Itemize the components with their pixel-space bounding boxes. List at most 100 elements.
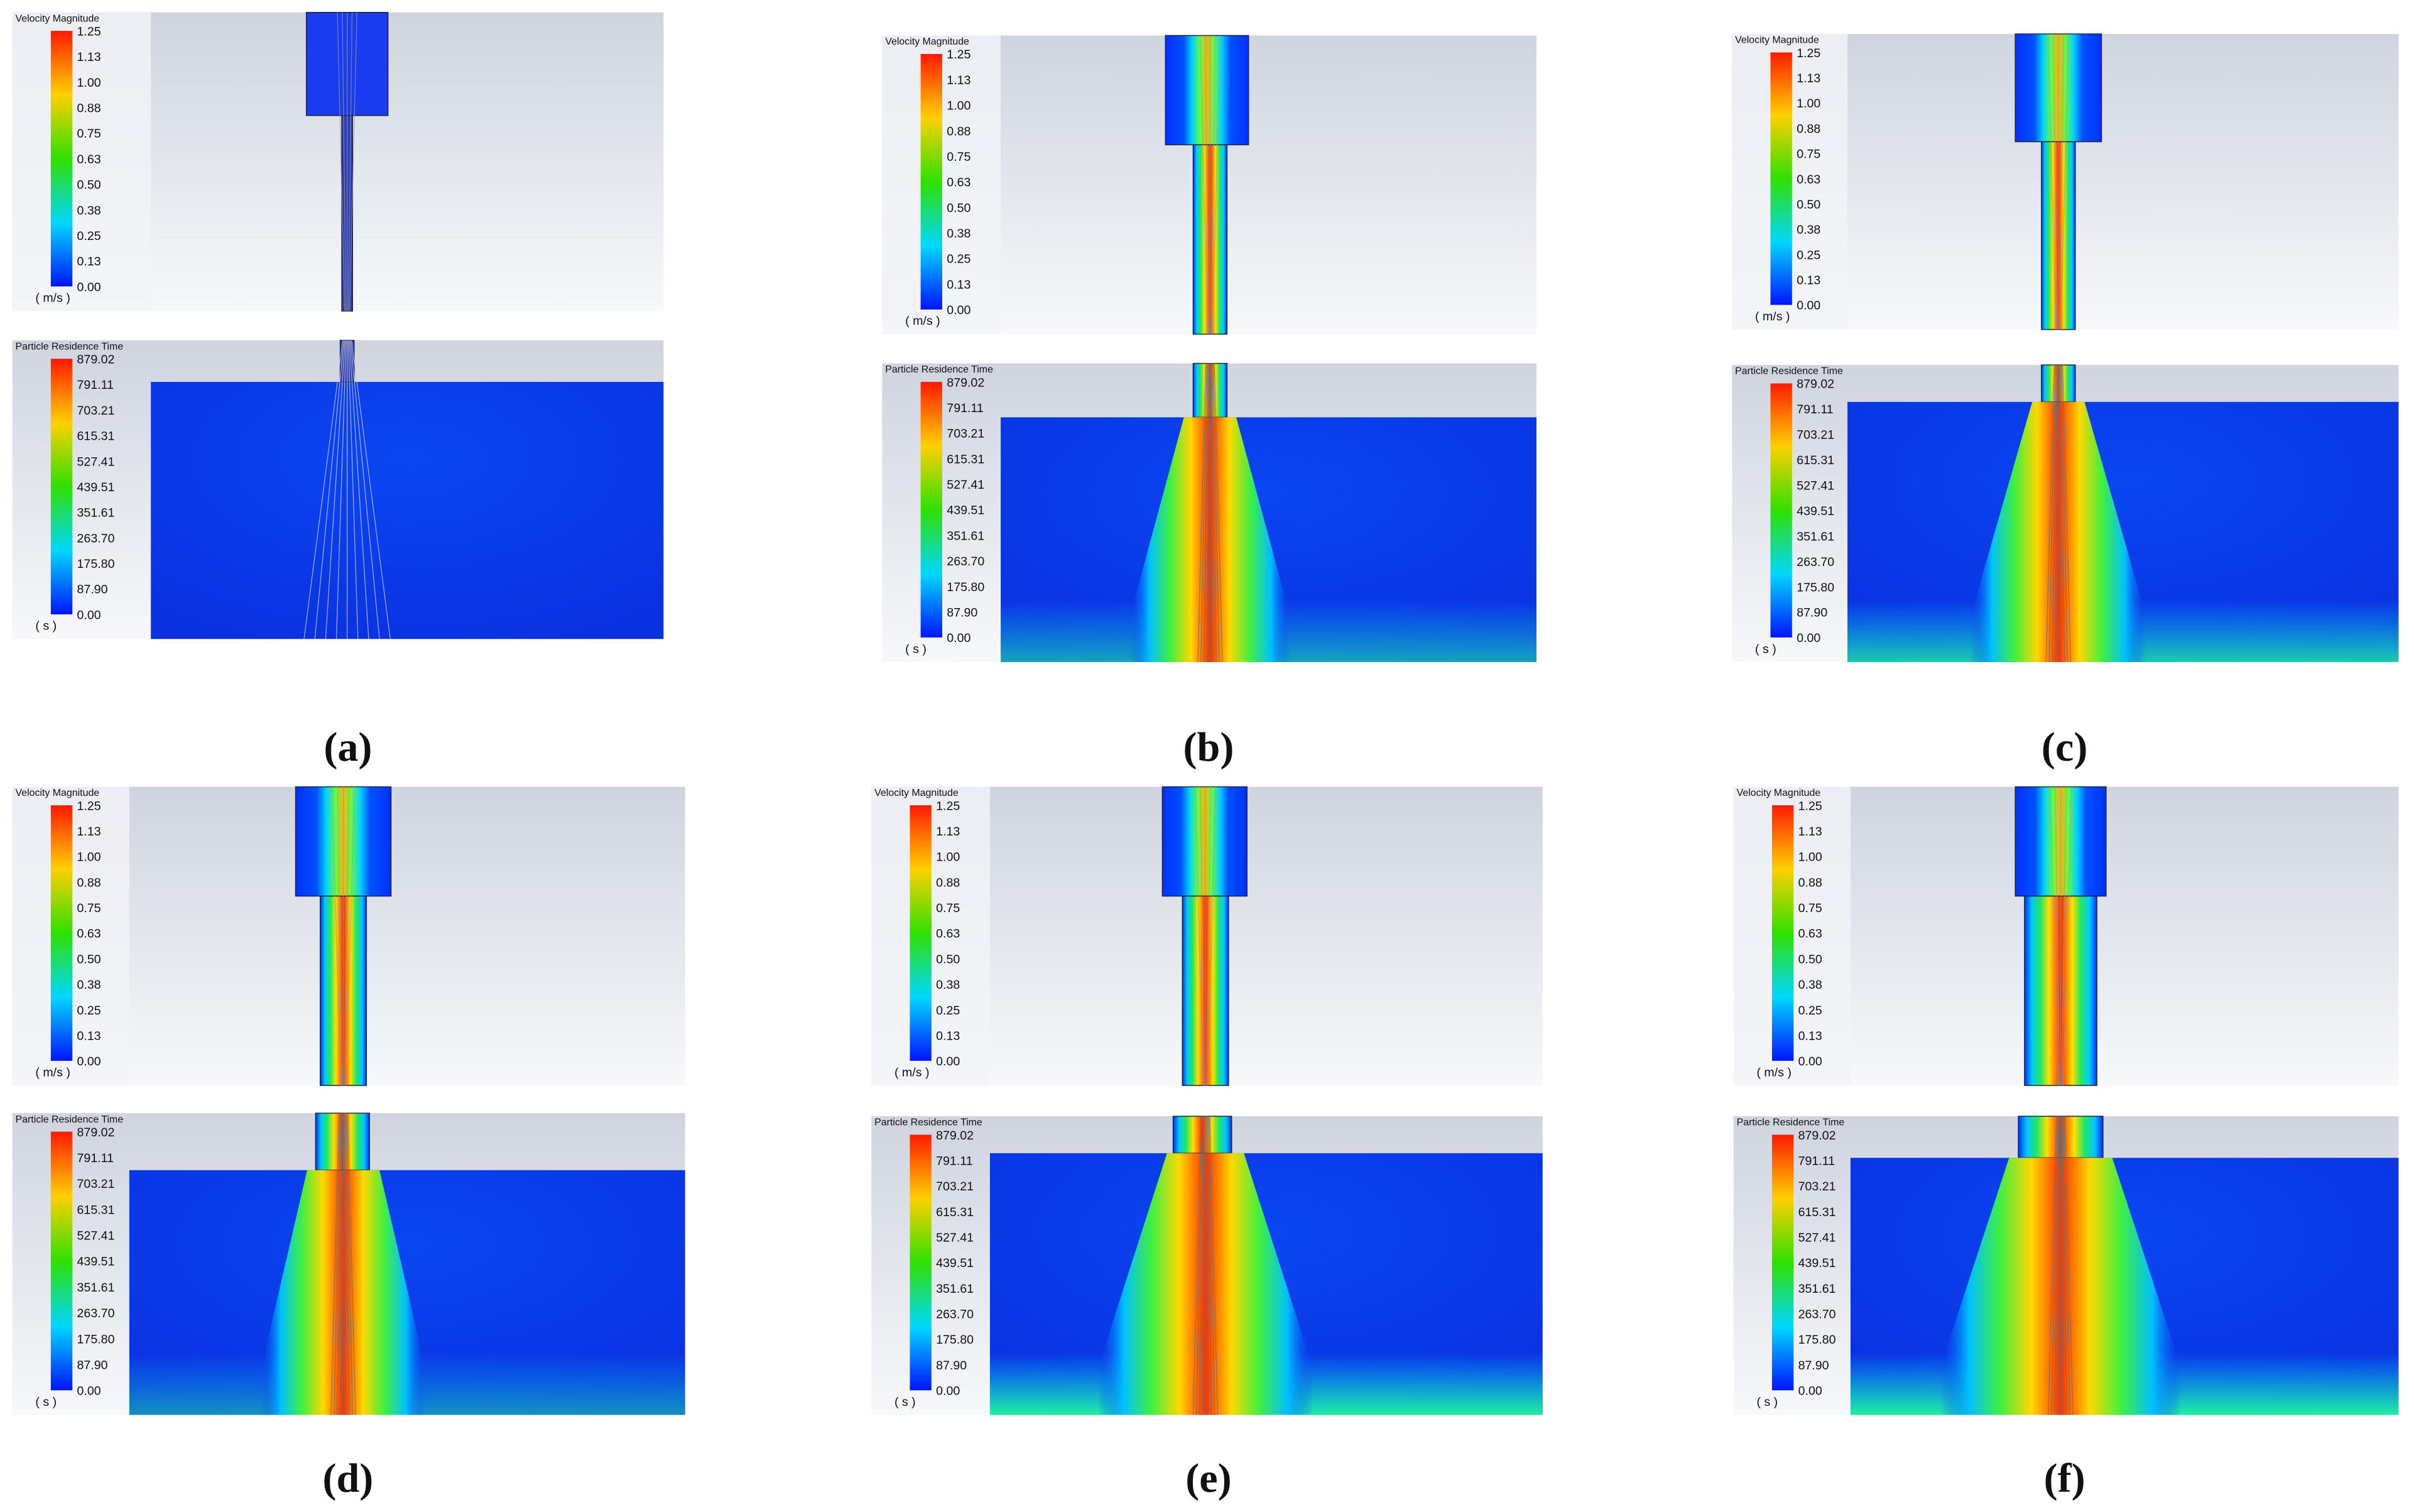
streamline: [1199, 35, 1209, 334]
legend-tick-label: 175.80: [936, 1333, 974, 1347]
legend-tick-label: 879.02: [77, 353, 115, 367]
legend-tick-label: 703.21: [77, 1177, 115, 1191]
legend-tick-label: 1.00: [936, 851, 960, 864]
legend-unit: ( s ): [35, 1395, 57, 1409]
legend-title: Velocity Magnitude: [16, 788, 100, 798]
legend-tick-label: 87.90: [947, 606, 977, 619]
color-bar: [1770, 383, 1792, 638]
legend-tick-label: 439.51: [77, 481, 115, 494]
legend-tick-label: 703.21: [947, 427, 984, 441]
color-bar: [50, 1131, 73, 1391]
streamline: [1210, 35, 1215, 334]
legend-tick-label: 0.88: [947, 124, 970, 138]
legend-tick-label: 0.00: [77, 608, 101, 622]
legend-tick-label: 0.50: [947, 201, 970, 215]
streamline: [1210, 363, 1214, 662]
streamline: [1208, 1116, 1215, 1415]
color-bar: [920, 381, 942, 638]
panel-label: (d): [322, 1455, 373, 1501]
streamline: [2059, 34, 2064, 330]
legend-tick-label: 0.13: [947, 278, 970, 291]
streamline: [2058, 364, 2062, 662]
streamline: [337, 12, 345, 312]
streamline: [2060, 364, 2065, 663]
legend-tick-label: 351.61: [1798, 1282, 1836, 1296]
streamline: [2049, 786, 2059, 1086]
streamline: [1200, 786, 1205, 1085]
legend-tick-label: 0.00: [1797, 299, 1820, 313]
streamline: [2051, 1116, 2058, 1415]
legend-tick-label: 0.25: [1798, 1004, 1822, 1018]
legend-tick-label: 0.75: [1798, 901, 1822, 915]
legend-tick-label: 1.13: [1798, 825, 1822, 839]
streamline: [347, 340, 359, 639]
legend-unit: ( m/s ): [35, 1065, 70, 1079]
color-bar: [50, 31, 73, 286]
legend-tick-label: 0.13: [77, 1029, 101, 1043]
legend-tick-label: 615.31: [77, 1203, 115, 1217]
streamline: [2062, 364, 2072, 663]
legend-tick-label: 87.90: [77, 1358, 108, 1372]
color-bar: [910, 805, 932, 1061]
legend-tick-label: 1.13: [77, 50, 101, 64]
streamline: [2061, 1116, 2065, 1415]
legend-tick-label: 527.41: [1798, 1231, 1836, 1245]
legend-tick-label: 879.02: [1798, 1129, 1836, 1143]
streamline: [1206, 1116, 1209, 1415]
streamline: [347, 1113, 356, 1415]
streamline: [1206, 363, 1210, 662]
legend-tick-label: 0.63: [77, 927, 101, 941]
legend-tick-label: 0.25: [77, 229, 101, 243]
legend-tick-label: 439.51: [947, 504, 984, 518]
legend-tick-label: 615.31: [77, 430, 115, 443]
legend-tick-label: 0.13: [1798, 1029, 1822, 1043]
streamline: [2048, 364, 2056, 663]
legend-tick-label: 263.70: [77, 1307, 115, 1320]
legend-tick-label: 0.38: [1798, 978, 1822, 992]
legend-tick-label: 0.88: [1797, 122, 1820, 136]
legend-tick-label: 0.13: [936, 1029, 960, 1043]
legend-tick-label: 527.41: [936, 1231, 974, 1245]
legend-unit: ( s ): [1756, 1395, 1778, 1409]
legend-unit: ( m/s ): [894, 1065, 930, 1079]
legend-tick-label: 1.25: [77, 799, 101, 813]
streamline: [2052, 364, 2057, 663]
streamline: [1192, 1116, 1202, 1415]
legend-tick-label: 439.51: [1797, 504, 1834, 518]
legend-tick-label: 263.70: [77, 531, 115, 545]
streamline: [325, 340, 345, 639]
legend-tick-label: 0.63: [77, 153, 101, 166]
legend-tick-label: 791.11: [1797, 403, 1833, 416]
legend-tick-label: 527.41: [77, 455, 115, 469]
legend-tick-label: 527.41: [947, 478, 984, 492]
legend-tick-label: 703.21: [1798, 1180, 1836, 1194]
legend-title: Velocity Magnitude: [1737, 788, 1821, 798]
legend-tick-label: 263.70: [1797, 555, 1834, 569]
legend-tick-label: 439.51: [936, 1256, 974, 1270]
legend-tick-label: 527.41: [77, 1229, 115, 1243]
legend-tick-label: 351.61: [1797, 530, 1834, 543]
streamline: [350, 340, 380, 639]
streamline: [1207, 1116, 1212, 1415]
legend-tick-label: 0.63: [936, 927, 960, 941]
streamline: [330, 1113, 340, 1415]
legend-tick-label: 0.25: [936, 1004, 960, 1018]
legend-title: Velocity Magnitude: [1735, 35, 1819, 46]
color-bar: [920, 53, 942, 310]
legend-tick-label: 0.88: [936, 876, 960, 889]
legend-tick-label: 0.75: [1797, 148, 1820, 161]
legend-tick-label: 1.25: [77, 24, 101, 38]
streamline: [1204, 35, 1210, 334]
color-bar: [50, 805, 73, 1061]
legend-tick-label: 703.21: [77, 404, 115, 418]
legend-tick-label: 615.31: [1797, 454, 1834, 467]
legend-tick-label: 0.00: [947, 303, 970, 317]
legend-tick-label: 87.90: [1798, 1359, 1829, 1373]
streamline: [2054, 1116, 2059, 1415]
legend-tick-label: 791.11: [936, 1154, 972, 1168]
streamline: [335, 340, 347, 639]
legend-tick-label: 87.90: [1797, 606, 1827, 620]
legend-unit: ( m/s ): [35, 291, 70, 305]
streamline: [342, 12, 347, 312]
